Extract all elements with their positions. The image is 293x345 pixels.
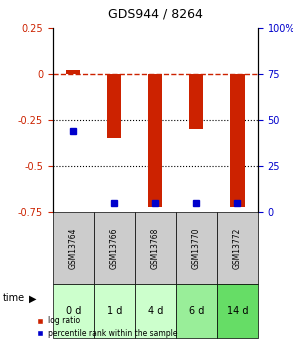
Bar	[53, 284, 94, 338]
Bar	[53, 212, 94, 284]
Bar	[66, 70, 80, 74]
Bar	[148, 74, 162, 207]
Text: 0 d: 0 d	[66, 306, 81, 316]
Text: 4 d: 4 d	[148, 306, 163, 316]
Text: GSM13768: GSM13768	[151, 227, 160, 268]
Bar	[94, 284, 135, 338]
Bar	[230, 74, 244, 207]
Bar	[217, 284, 258, 338]
Text: 6 d: 6 d	[189, 306, 204, 316]
Text: time: time	[3, 294, 25, 303]
Text: 1 d: 1 d	[107, 306, 122, 316]
Bar	[217, 212, 258, 284]
Text: GSM13766: GSM13766	[110, 227, 119, 269]
Bar	[135, 284, 176, 338]
Bar	[176, 212, 217, 284]
Text: GSM13772: GSM13772	[233, 227, 242, 268]
Legend: log ratio, percentile rank within the sample: log ratio, percentile rank within the sa…	[33, 313, 180, 341]
Bar	[94, 212, 135, 284]
Bar	[176, 284, 217, 338]
Bar	[135, 212, 176, 284]
Text: GSM13770: GSM13770	[192, 227, 201, 269]
Bar	[107, 74, 121, 138]
Text: 14 d: 14 d	[226, 306, 248, 316]
Text: ▶: ▶	[29, 294, 37, 303]
Text: GSM13764: GSM13764	[69, 227, 78, 269]
Bar	[189, 74, 204, 129]
Text: GDS944 / 8264: GDS944 / 8264	[108, 8, 203, 21]
